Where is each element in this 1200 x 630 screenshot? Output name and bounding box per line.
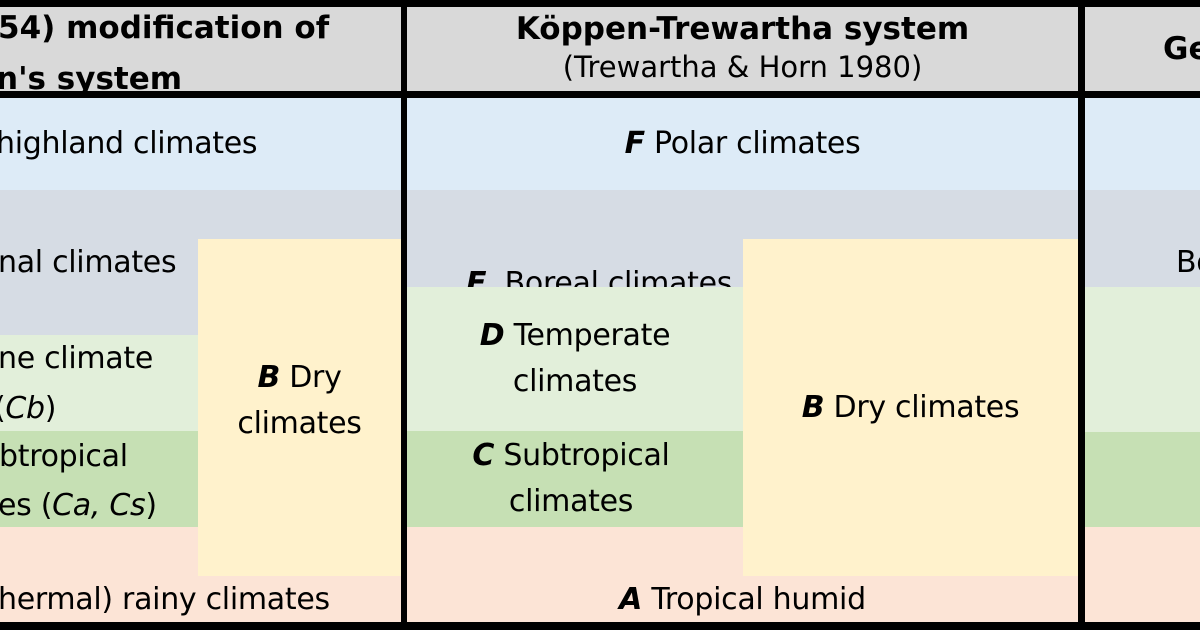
col2-subtropical-line2: climates: [508, 484, 634, 519]
col1-polar-row: highland climates: [0, 98, 401, 190]
col1-temperate-line2: (Cb): [0, 386, 57, 432]
col2-temperate-line1: D Temperate: [480, 313, 671, 359]
climate-code-c: C: [472, 438, 495, 473]
col3-header-title: Ge: [1163, 31, 1200, 67]
col2-header-title: Köppen-Trewartha system: [515, 11, 970, 47]
col1-polar-label: highland climates: [0, 126, 258, 161]
dry-label: Dry: [280, 359, 342, 395]
climate-code-a: A: [619, 582, 643, 617]
col1-dry-line1: B Dry: [257, 355, 341, 401]
col2-temperate-line2: climates: [512, 364, 638, 399]
col2-polar-label: F Polar climates: [625, 121, 861, 167]
col3-header: Ge: [1085, 7, 1200, 91]
climate-code-cb: Cb: [5, 391, 45, 426]
col1-header-line2: n's system: [0, 61, 183, 97]
col2-header: Köppen-Trewartha system (Trewartha & Hor…: [407, 7, 1078, 91]
col2-subtropical-text: C Subtropical climates: [403, 431, 739, 527]
col2-dry-box: B Dry climates: [743, 239, 1078, 576]
col1-header-line1: 54) modification of: [0, 10, 330, 46]
col2-tropical-label: A Tropical humid: [619, 577, 866, 623]
col2-temperate-text: D Temperate climates: [407, 287, 743, 431]
col1-boreal-label: nal climates: [0, 245, 177, 280]
paren-open: es (: [0, 488, 53, 523]
col1-header: 54) modification of n's system: [0, 7, 401, 97]
col3-temperate-row: [1085, 287, 1200, 432]
col1-dry-box: B Dry climates: [198, 239, 401, 576]
tropical-label: Tropical humid: [642, 582, 866, 617]
col1-tropical-label: hermal) rainy climates: [0, 582, 330, 617]
polar-label: Polar climates: [644, 126, 861, 161]
col3-boreal-row: Bo: [1085, 190, 1200, 287]
col2-subtropical-line1: C Subtropical: [472, 433, 669, 479]
col1-dry-line2: climates: [237, 405, 362, 441]
dry-label: Dry climates: [824, 389, 1020, 425]
subtropical-label: Subtropical: [494, 438, 670, 473]
paren-close: ): [44, 391, 57, 426]
col3-tropical-row: [1085, 527, 1200, 622]
col1-subtropical-line1: btropical: [0, 439, 128, 474]
col1-subtropical-line2: es (Ca, Cs): [0, 483, 157, 529]
climate-code-b: B: [257, 359, 281, 395]
col3-subtropical-row: [1085, 432, 1200, 527]
temperate-label: Temperate: [504, 318, 671, 353]
col2-dry-label: B Dry climates: [802, 385, 1020, 431]
climate-code-b: B: [801, 389, 825, 425]
climate-code-ca-cs: Ca, Cs: [52, 488, 146, 523]
paren-close: ): [145, 488, 157, 523]
col2-polar-row: F Polar climates: [407, 98, 1078, 190]
col2-header-subtitle: (Trewartha & Horn 1980): [562, 50, 923, 84]
col3-polar-row: [1085, 98, 1200, 190]
climate-code-d: D: [479, 318, 505, 353]
climate-code-f: F: [624, 126, 646, 161]
col3-boreal-label: Bo: [1176, 245, 1200, 280]
col1-temperate-line1: ne climate: [0, 341, 153, 376]
paren-open: (: [0, 391, 6, 426]
col2-tropical-text: A Tropical humid: [407, 577, 1078, 623]
